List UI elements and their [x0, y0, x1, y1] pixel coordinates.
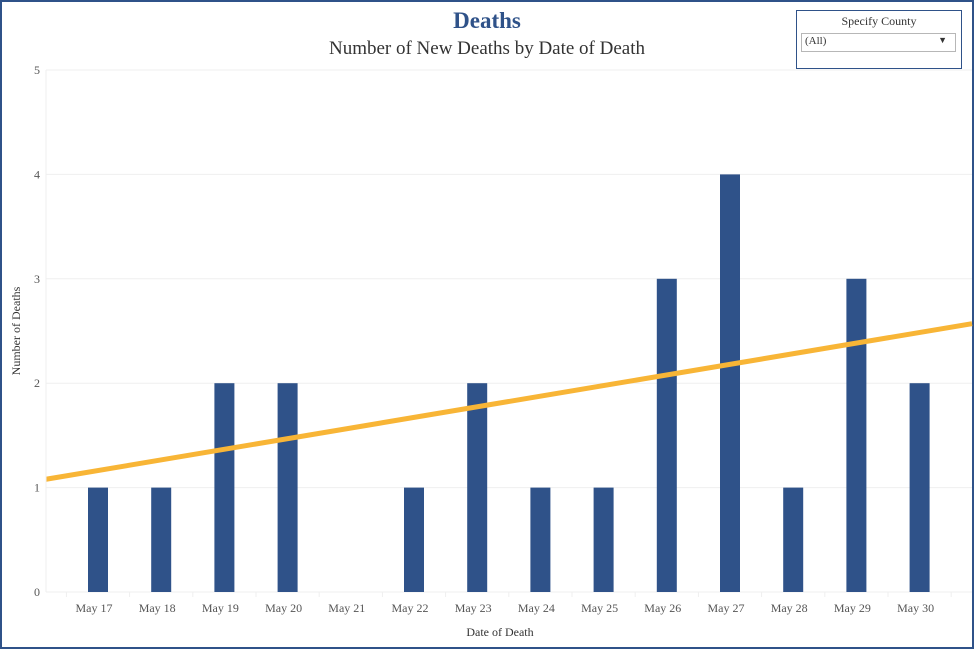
x-tick-label: May 19 [202, 601, 239, 615]
bar[interactable] [846, 278, 867, 592]
x-tick-label: May 30 [897, 601, 934, 615]
x-tick-label: May 27 [708, 601, 745, 615]
county-filter-value: (All) [805, 35, 827, 47]
bar[interactable] [656, 278, 677, 592]
y-tick-label: 5 [34, 63, 40, 77]
bar[interactable] [720, 174, 740, 592]
x-tick-label: May 26 [644, 601, 681, 615]
axes: 0 1 2 3 4 5 May 17 May 18 May 19 May 20 May 21 May … [34, 63, 952, 615]
bar[interactable] [909, 383, 930, 592]
x-tick-label: May 20 [265, 601, 302, 615]
bar[interactable] [151, 487, 172, 592]
y-tick-label: 4 [34, 167, 40, 181]
county-filter-dropdown[interactable]: (All) ▼ [801, 33, 956, 52]
dropdown-arrow-icon[interactable]: ▼ [938, 35, 947, 45]
y-tick-label: 2 [34, 376, 40, 390]
x-tick-label: May 17 [76, 601, 113, 615]
x-tick-label: May 21 [328, 601, 365, 615]
x-tick-label: May 23 [455, 601, 492, 615]
y-tick-label: 0 [34, 585, 40, 599]
y-tick-label: 3 [34, 272, 40, 286]
county-filter-label: Specify County [841, 14, 917, 28]
bar[interactable] [277, 383, 298, 592]
bar[interactable] [214, 383, 235, 592]
x-axis-title: Date of Death [466, 625, 533, 639]
bars [88, 174, 930, 592]
chart-subtitle: Number of New Deaths by Date of Death [328, 38, 646, 59]
bar[interactable] [593, 487, 614, 592]
y-axis-title: Number of Deaths [9, 286, 23, 375]
bar[interactable] [530, 487, 551, 592]
bar[interactable] [88, 487, 108, 592]
gridlines [46, 69, 972, 593]
chart-title: Deaths [453, 8, 521, 33]
trend-line[interactable] [45, 321, 973, 482]
x-tick-label: May 25 [581, 601, 618, 615]
trend-line-group [45, 321, 973, 482]
bar[interactable] [404, 487, 424, 592]
bar[interactable] [783, 487, 804, 592]
x-tick-label: May 28 [771, 601, 808, 615]
x-tick-label: May 29 [834, 601, 871, 615]
x-tick-label: May 22 [392, 601, 429, 615]
x-tick-label: May 24 [518, 601, 555, 615]
y-tick-label: 1 [34, 481, 40, 495]
x-tick-label: May 18 [139, 601, 176, 615]
county-filter-panel: Specify County (All) ▼ [796, 10, 962, 69]
bar[interactable] [467, 383, 488, 592]
